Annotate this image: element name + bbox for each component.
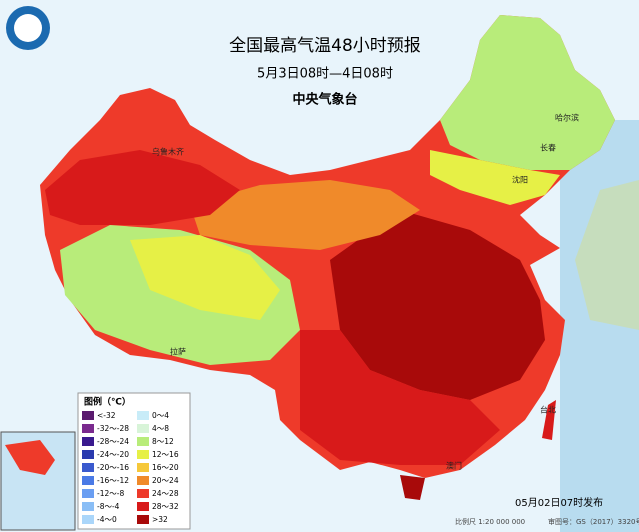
place-label: 沈阳 xyxy=(512,175,528,185)
legend-label: -16～-12 xyxy=(97,476,129,485)
legend-swatch xyxy=(82,502,94,511)
legend-label: 20～24 xyxy=(152,476,179,485)
legend-swatch xyxy=(82,450,94,459)
title: 全国最高气温48小时预报 xyxy=(229,36,421,56)
warm-region xyxy=(300,330,500,465)
legend-swatch xyxy=(137,515,149,524)
legend xyxy=(77,392,191,530)
legend-label: <-32 xyxy=(97,411,116,420)
legend-swatch xyxy=(82,515,94,524)
plateau-center xyxy=(130,235,280,320)
legend-label: >32 xyxy=(152,515,168,524)
northeast xyxy=(440,15,615,170)
legend-label: 28～32 xyxy=(152,502,179,511)
subtitle: 5月3日08时—4日08时 xyxy=(257,67,393,82)
legend-label: -32～-28 xyxy=(97,424,129,433)
legend-label: -24～-20 xyxy=(97,450,129,459)
hot-region xyxy=(330,210,545,400)
legend-swatch xyxy=(82,437,94,446)
legend-label: 12～16 xyxy=(152,450,179,459)
legend-swatch xyxy=(137,489,149,498)
legend-swatch xyxy=(82,476,94,485)
legend-label: -8～-4 xyxy=(97,502,120,511)
legend-swatch xyxy=(137,463,149,472)
legend-swatch xyxy=(137,502,149,511)
legend-swatch xyxy=(137,424,149,433)
legend-swatch xyxy=(82,489,94,498)
scale: 比例尺 1:20 000 000 xyxy=(455,517,525,526)
legend-label: -20～-16 xyxy=(97,463,129,472)
legend-swatch xyxy=(137,450,149,459)
legend-label: 4～8 xyxy=(152,424,169,433)
logo-inner xyxy=(14,14,42,42)
legend-swatch xyxy=(82,424,94,433)
legend-title: 图例（℃） xyxy=(84,396,131,408)
tarim xyxy=(45,150,240,225)
legend-swatch xyxy=(137,476,149,485)
legend-label: 0～4 xyxy=(152,411,169,420)
place-label: 台北 xyxy=(540,405,556,415)
legend-label: 8～12 xyxy=(152,437,174,446)
place-label: 澳门 xyxy=(446,461,462,471)
place-label: 长春 xyxy=(540,143,556,153)
legend-swatch xyxy=(137,411,149,420)
legend-label: -12～-8 xyxy=(97,489,124,498)
legend-label: -28～-24 xyxy=(97,437,129,446)
approval: 审图号：GS（2017）3320号 xyxy=(548,517,639,526)
legend-label: 16～20 xyxy=(152,463,179,472)
agency: 中央气象台 xyxy=(292,92,357,108)
legend-label: 24～28 xyxy=(152,489,179,498)
legend-swatch xyxy=(82,463,94,472)
legend-label: -4～0 xyxy=(97,515,117,524)
legend-swatch xyxy=(82,411,94,420)
north-central xyxy=(190,180,420,250)
place-label: 哈尔滨 xyxy=(555,113,579,123)
place-label: 乌鲁木齐 xyxy=(152,147,184,157)
issued: 05月02日07时发布 xyxy=(515,496,603,509)
northeast-south xyxy=(430,150,560,205)
place-label: 拉萨 xyxy=(170,347,186,357)
legend-swatch xyxy=(137,437,149,446)
taiwan xyxy=(542,400,556,440)
hainan xyxy=(400,475,425,500)
korea xyxy=(575,180,639,330)
inset-land xyxy=(5,440,55,475)
